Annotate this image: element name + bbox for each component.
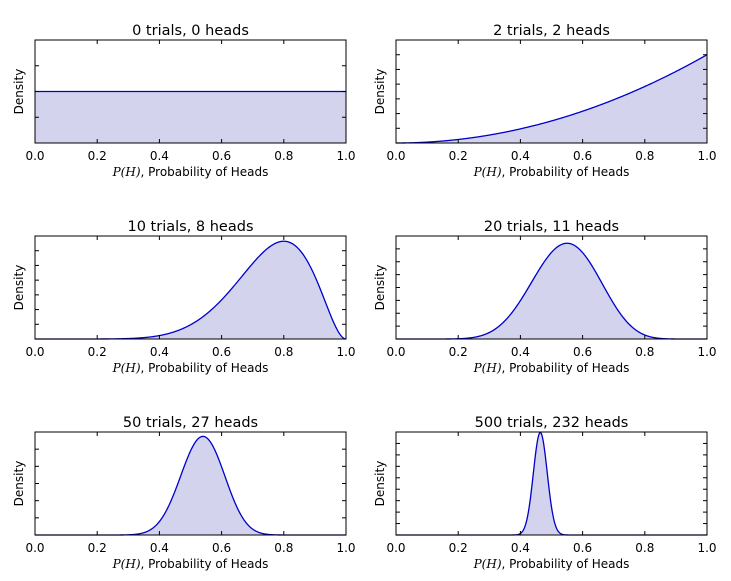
density-fill: [396, 432, 707, 535]
x-tick-label: 0.4: [150, 541, 169, 555]
x-tick-label: 0.0: [386, 345, 405, 359]
x-tick-label: 1.0: [336, 345, 355, 359]
x-axis-label-math: P(H): [473, 557, 502, 571]
x-tick-label: 0.6: [573, 149, 592, 163]
x-tick-label: 1.0: [336, 149, 355, 163]
subplot: 0.0 0.2 0.4 0.6 0.8 1.0 0 trials, 0 heads P(H),…: [12, 23, 356, 179]
subplot: 0.0 0.2 0.4 0.6 0.8 1.0 20 trials, 11 heads P(H…: [373, 219, 717, 375]
x-axis-label: P(H), Probability of Heads: [473, 165, 630, 179]
x-axis-label-math: P(H): [112, 557, 141, 571]
x-tick-label: 0.6: [573, 541, 592, 555]
x-axis-label-text: , Probability of Heads: [141, 165, 269, 179]
x-tick-label: 0.6: [573, 345, 592, 359]
x-tick-label: 0.0: [386, 541, 405, 555]
x-tick-label: 1.0: [336, 541, 355, 555]
density-line: [396, 54, 708, 144]
x-tick-label: 0.8: [635, 149, 654, 163]
x-axis-label-text: , Probability of Heads: [502, 165, 630, 179]
subplot-title: 20 trials, 11 heads: [484, 219, 619, 235]
x-tick-label: 1.0: [697, 345, 716, 359]
x-tick-label: 0.2: [449, 149, 468, 163]
y-axis-label: Density: [12, 265, 26, 311]
x-tick-label: 0.2: [88, 541, 107, 555]
x-axis-label-text: , Probability of Heads: [502, 361, 630, 375]
density-fill: [35, 241, 346, 339]
y-axis-label: Density: [12, 461, 26, 507]
x-axis-label-text: , Probability of Heads: [141, 361, 269, 375]
axes-frame: [395, 431, 708, 536]
x-tick-label: 0.6: [212, 149, 231, 163]
subplot: 0.0 0.2 0.4 0.6 0.8 1.0 2 trials, 2 heads P(H),…: [373, 23, 717, 179]
x-axis-label-text: , Probability of Heads: [141, 557, 269, 571]
subplot: 0.0 0.2 0.4 0.6 0.8 1.0 10 trials, 8 heads P(H)…: [12, 219, 356, 375]
axes-frame: [395, 39, 708, 144]
x-tick-label: 0.8: [635, 345, 654, 359]
x-axis-label: P(H), Probability of Heads: [112, 557, 269, 571]
x-axis-label-math: P(H): [112, 361, 141, 375]
x-tick-label: 0.0: [25, 541, 44, 555]
x-tick-label: 0.2: [449, 345, 468, 359]
x-tick-label: 0.0: [25, 345, 44, 359]
x-tick-label: 0.4: [511, 345, 530, 359]
x-axis-label-text: , Probability of Heads: [502, 557, 630, 571]
x-axis-label: P(H), Probability of Heads: [112, 165, 269, 179]
y-axis-label: Density: [12, 69, 26, 115]
x-tick-label: 1.0: [697, 541, 716, 555]
x-tick-label: 0.4: [511, 149, 530, 163]
x-tick-label: 0.6: [212, 541, 231, 555]
x-axis-label-math: P(H): [473, 361, 502, 375]
x-tick-label: 0.4: [150, 149, 169, 163]
x-tick-label: 0.8: [635, 541, 654, 555]
x-tick-label: 0.6: [212, 345, 231, 359]
subplot: 0.0 0.2 0.4 0.6 0.8 1.0 50 trials, 27 heads P(H…: [12, 415, 356, 571]
x-tick-label: 0.2: [449, 541, 468, 555]
x-tick-label: 0.4: [511, 541, 530, 555]
y-axis-label: Density: [373, 265, 387, 311]
x-tick-label: 1.0: [697, 149, 716, 163]
subplot: 0.0 0.2 0.4 0.6 0.8 1.0 500 trials, 232 heads P…: [373, 415, 717, 571]
x-tick-label: 0.2: [88, 345, 107, 359]
x-tick-label: 0.0: [25, 149, 44, 163]
x-axis-label: P(H), Probability of Heads: [473, 361, 630, 375]
axes-frame: [34, 235, 347, 340]
x-axis-label: P(H), Probability of Heads: [473, 557, 630, 571]
subplot-title: 10 trials, 8 heads: [127, 219, 253, 235]
x-tick-label: 0.8: [274, 345, 293, 359]
y-axis-label: Density: [373, 461, 387, 507]
x-tick-label: 0.8: [274, 149, 293, 163]
y-axis-label: Density: [373, 69, 387, 115]
x-tick-label: 0.2: [88, 149, 107, 163]
subplot-title: 2 trials, 2 heads: [493, 23, 610, 39]
density-fill: [396, 54, 707, 143]
x-tick-label: 0.8: [274, 541, 293, 555]
x-axis-label-math: P(H): [473, 165, 502, 179]
subplot-title: 0 trials, 0 heads: [132, 23, 249, 39]
x-axis-label-math: P(H): [112, 165, 141, 179]
x-axis-label: P(H), Probability of Heads: [112, 361, 269, 375]
density-fill: [35, 436, 346, 535]
subplot-title: 50 trials, 27 heads: [123, 415, 258, 431]
density-fill: [35, 91, 346, 143]
subplot-title: 500 trials, 232 heads: [475, 415, 629, 431]
density-fill: [396, 243, 707, 339]
x-tick-label: 0.4: [150, 345, 169, 359]
x-tick-label: 0.0: [386, 149, 405, 163]
